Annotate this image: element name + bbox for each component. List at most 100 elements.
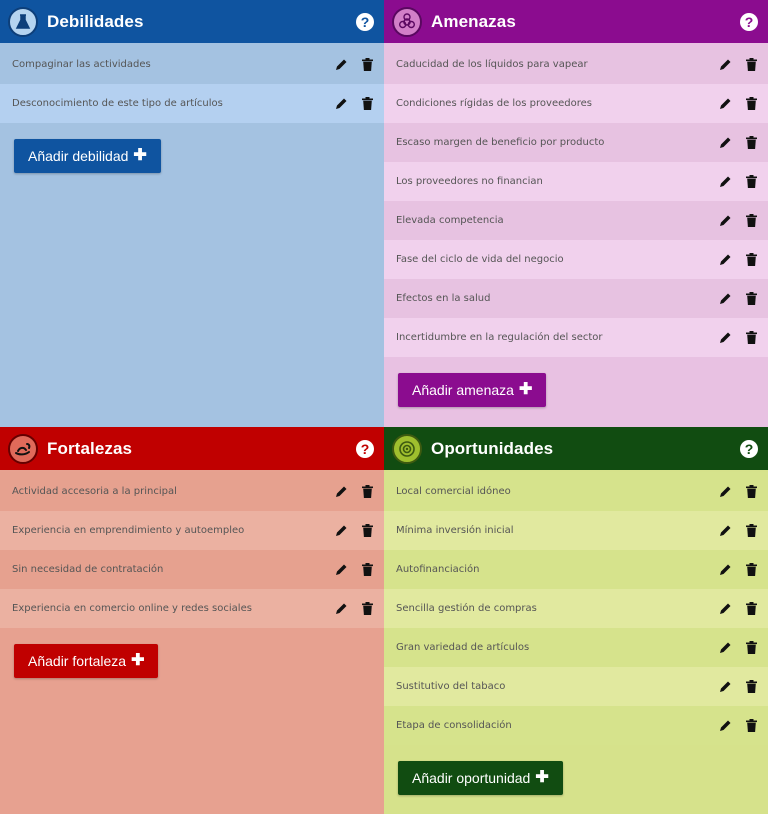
edit-pencil-icon[interactable] xyxy=(718,563,732,577)
add-amenaza-button[interactable]: Añadir amenaza ✚ xyxy=(398,373,547,407)
item-text: Etapa de consolidación xyxy=(396,720,512,731)
list-item: Local comercial idóneo xyxy=(384,472,768,511)
delete-trash-icon[interactable] xyxy=(744,331,758,345)
delete-trash-icon[interactable] xyxy=(744,602,758,616)
delete-trash-icon[interactable] xyxy=(744,641,758,655)
fortalezas-list: Actividad accesoria a la principal Exper… xyxy=(0,470,384,628)
edit-pencil-icon[interactable] xyxy=(718,97,732,111)
item-text: Efectos en la salud xyxy=(396,293,491,304)
delete-trash-icon[interactable] xyxy=(744,485,758,499)
oportunidades-help-icon[interactable]: ? xyxy=(740,439,758,458)
list-item: Elevada competencia xyxy=(384,201,768,240)
edit-pencil-icon[interactable] xyxy=(718,292,732,306)
item-text: Escaso margen de beneficio por producto xyxy=(396,137,605,148)
list-item: Actividad accesoria a la principal xyxy=(0,472,384,511)
edit-pencil-icon[interactable] xyxy=(334,58,348,72)
edit-pencil-icon[interactable] xyxy=(718,136,732,150)
plus-icon: ✚ xyxy=(133,147,147,164)
delete-trash-icon[interactable] xyxy=(360,524,374,538)
list-item: Experiencia en emprendimiento y autoempl… xyxy=(0,511,384,550)
list-item: Caducidad de los líquidos para vapear xyxy=(384,45,768,84)
list-item: Sustitutivo del tabaco xyxy=(384,667,768,706)
list-item: Incertidumbre en la regulación del secto… xyxy=(384,318,768,357)
edit-pencil-icon[interactable] xyxy=(718,485,732,499)
item-text: Condiciones rígidas de los proveedores xyxy=(396,98,592,109)
oportunidades-panel: Oportunidades ? Local comercial idóneo M… xyxy=(384,427,768,814)
fortalezas-help-icon[interactable]: ? xyxy=(356,439,374,458)
delete-trash-icon[interactable] xyxy=(360,97,374,111)
delete-trash-icon[interactable] xyxy=(744,563,758,577)
delete-trash-icon[interactable] xyxy=(360,563,374,577)
delete-trash-icon[interactable] xyxy=(360,58,374,72)
list-item: Sin necesidad de contratación xyxy=(0,550,384,589)
edit-pencil-icon[interactable] xyxy=(718,58,732,72)
delete-trash-icon[interactable] xyxy=(744,680,758,694)
debilidades-title: Debilidades xyxy=(47,11,144,31)
add-fortaleza-label: Añadir fortaleza xyxy=(28,653,127,669)
edit-pencil-icon[interactable] xyxy=(718,331,732,345)
item-text: Los proveedores no financian xyxy=(396,176,543,187)
edit-pencil-icon[interactable] xyxy=(334,563,348,577)
delete-trash-icon[interactable] xyxy=(360,485,374,499)
fortalezas-panel: Fortalezas ? Actividad accesoria a la pr… xyxy=(0,427,384,814)
delete-trash-icon[interactable] xyxy=(744,292,758,306)
add-oportunidad-button[interactable]: Añadir oportunidad ✚ xyxy=(398,761,563,795)
list-item: Efectos en la salud xyxy=(384,279,768,318)
item-text: Sin necesidad de contratación xyxy=(12,564,164,575)
edit-pencil-icon[interactable] xyxy=(718,641,732,655)
edit-pencil-icon[interactable] xyxy=(718,524,732,538)
amenazas-header: Amenazas ? xyxy=(384,0,768,43)
list-item: Mínima inversión inicial xyxy=(384,511,768,550)
item-text: Experiencia en emprendimiento y autoempl… xyxy=(12,525,245,536)
item-text: Caducidad de los líquidos para vapear xyxy=(396,59,588,70)
add-amenaza-label: Añadir amenaza xyxy=(412,382,514,398)
item-text: Elevada competencia xyxy=(396,215,504,226)
delete-trash-icon[interactable] xyxy=(744,214,758,228)
list-item: Los proveedores no financian xyxy=(384,162,768,201)
list-item: Desconocimiento de este tipo de artículo… xyxy=(0,84,384,123)
add-debilidad-label: Añadir debilidad xyxy=(28,148,129,164)
item-text: Gran variedad de artículos xyxy=(396,642,530,653)
delete-trash-icon[interactable] xyxy=(744,175,758,189)
amenazas-help-icon[interactable]: ? xyxy=(740,12,758,31)
add-debilidad-button[interactable]: Añadir debilidad ✚ xyxy=(14,139,161,173)
delete-trash-icon[interactable] xyxy=(744,58,758,72)
edit-pencil-icon[interactable] xyxy=(334,602,348,616)
edit-pencil-icon[interactable] xyxy=(718,175,732,189)
edit-pencil-icon[interactable] xyxy=(334,524,348,538)
delete-trash-icon[interactable] xyxy=(744,253,758,267)
edit-pencil-icon[interactable] xyxy=(718,602,732,616)
delete-trash-icon[interactable] xyxy=(744,524,758,538)
add-fortaleza-button[interactable]: Añadir fortaleza ✚ xyxy=(14,644,159,678)
oportunidades-title: Oportunidades xyxy=(431,438,554,458)
plus-icon: ✚ xyxy=(131,652,145,669)
item-text: Autofinanciación xyxy=(396,564,480,575)
delete-trash-icon[interactable] xyxy=(360,602,374,616)
list-item: Etapa de consolidación xyxy=(384,706,768,745)
list-item: Escaso margen de beneficio por producto xyxy=(384,123,768,162)
item-text: Desconocimiento de este tipo de artículo… xyxy=(12,98,223,109)
debilidades-panel: Debilidades ? Compaginar las actividades… xyxy=(0,0,384,427)
edit-pencil-icon[interactable] xyxy=(718,253,732,267)
add-oportunidad-label: Añadir oportunidad xyxy=(412,770,531,786)
edit-pencil-icon[interactable] xyxy=(718,719,732,733)
delete-trash-icon[interactable] xyxy=(744,136,758,150)
amenazas-list: Caducidad de los líquidos para vapear Co… xyxy=(384,43,768,357)
edit-pencil-icon[interactable] xyxy=(334,485,348,499)
list-item: Experiencia en comercio online y redes s… xyxy=(0,589,384,628)
item-text: Incertidumbre en la regulación del secto… xyxy=(396,332,603,343)
list-item: Sencilla gestión de compras xyxy=(384,589,768,628)
plus-icon: ✚ xyxy=(518,381,533,398)
debilidades-help-icon[interactable]: ? xyxy=(356,12,374,31)
oportunidades-header: Oportunidades ? xyxy=(384,427,768,470)
delete-trash-icon[interactable] xyxy=(744,719,758,733)
delete-trash-icon[interactable] xyxy=(744,97,758,111)
amenazas-panel: Amenazas ? Caducidad de los líquidos par… xyxy=(384,0,768,427)
list-item: Gran variedad de artículos xyxy=(384,628,768,667)
edit-pencil-icon[interactable] xyxy=(718,214,732,228)
edit-pencil-icon[interactable] xyxy=(334,97,348,111)
list-item: Autofinanciación xyxy=(384,550,768,589)
edit-pencil-icon[interactable] xyxy=(718,680,732,694)
plus-icon: ✚ xyxy=(535,769,549,786)
item-text: Fase del ciclo de vida del negocio xyxy=(396,254,564,265)
